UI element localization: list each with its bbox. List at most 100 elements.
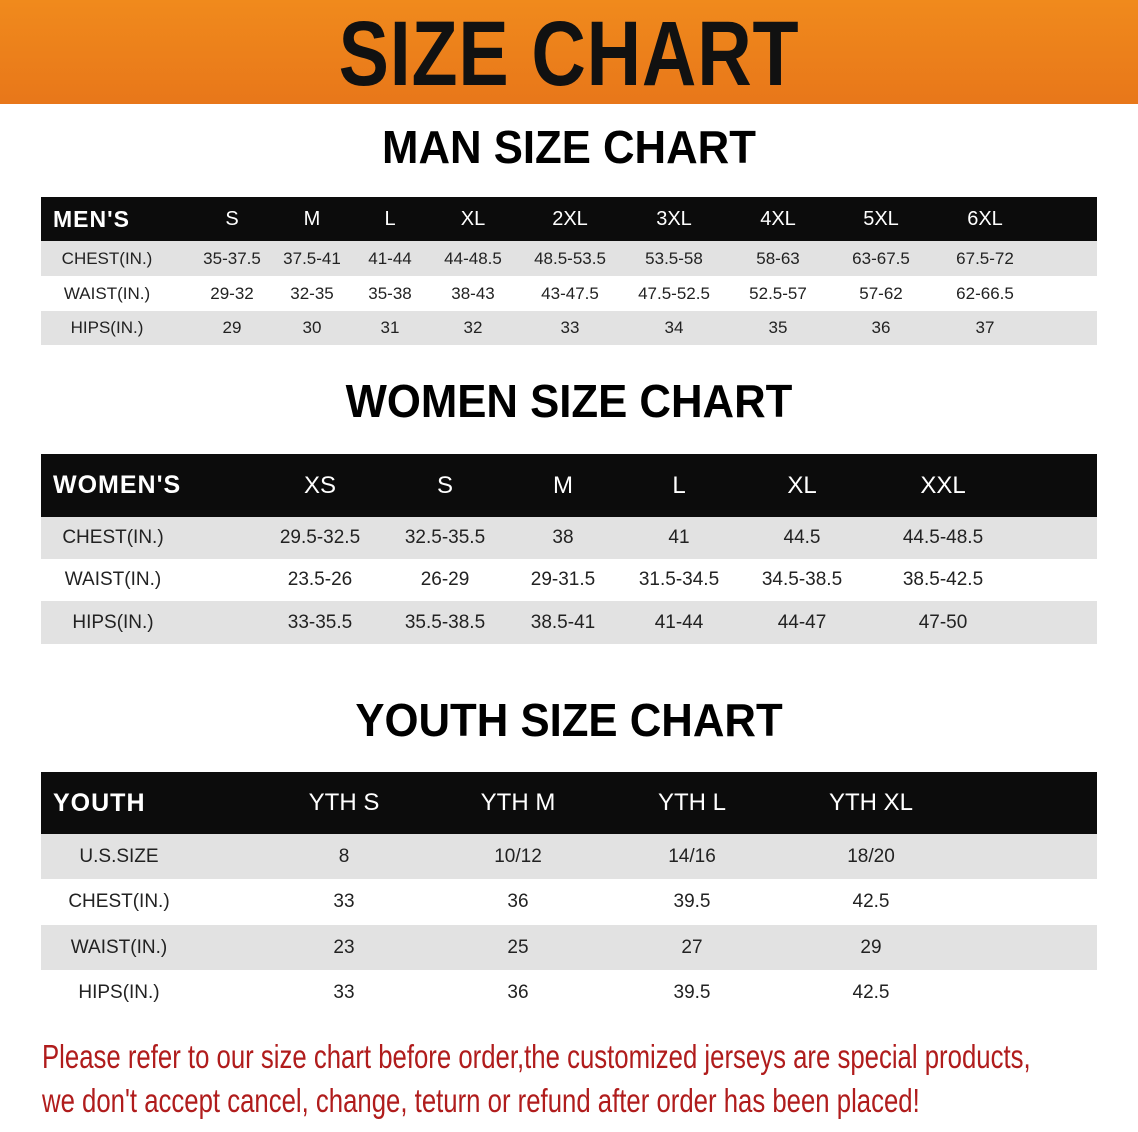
table-row: CHEST(IN.) 33 36 39.5 42.5 bbox=[41, 879, 1097, 925]
table-cell: 33 bbox=[560, 318, 580, 337]
table-cell: 29 bbox=[222, 318, 242, 337]
table-cell: 41 bbox=[668, 527, 690, 548]
table-cell: 63-67.5 bbox=[852, 248, 910, 268]
table-row: WAIST(IN.) 23 25 27 29 bbox=[41, 925, 1097, 970]
table-cell: 44.5-48.5 bbox=[902, 527, 984, 548]
table-cell: 26-29 bbox=[420, 569, 470, 590]
table-cell: 27 bbox=[681, 936, 703, 958]
table-row: WAIST(IN.) 29-32 32-35 35-38 38-43 43-47.5 47.… bbox=[41, 276, 1097, 311]
table-cell: 18/20 bbox=[847, 845, 895, 867]
table-cell: 8 bbox=[338, 845, 350, 867]
table-cell: 37.5-41 bbox=[283, 248, 341, 268]
table-cell: 38.5-42.5 bbox=[902, 569, 984, 590]
table-cell: 29-31.5 bbox=[530, 569, 596, 590]
table-cell: 44-47 bbox=[777, 611, 827, 633]
table-row: HIPS(IN.) 29 30 31 32 33 34 35 36 37 bbox=[41, 311, 1097, 345]
table-cell: 38.5-41 bbox=[530, 611, 596, 633]
size-header-s: S bbox=[436, 471, 454, 499]
size-header-m: M bbox=[553, 471, 573, 499]
table-cell: 39.5 bbox=[673, 981, 711, 1003]
table-cell: 41-44 bbox=[654, 611, 704, 633]
size-header-xl: XL bbox=[460, 207, 486, 230]
table-cell: 14/16 bbox=[668, 845, 716, 867]
women-section-title: WOMEN SIZE CHART bbox=[345, 375, 793, 427]
table-cell: 33-35.5 bbox=[287, 611, 353, 633]
row-label: WAIST(IN.) bbox=[63, 283, 151, 303]
table-cell: 32 bbox=[463, 318, 483, 337]
row-label: HIPS(IN.) bbox=[70, 318, 144, 337]
table-cell: 29 bbox=[860, 936, 882, 958]
table-cell: 48.5-53.5 bbox=[534, 248, 606, 268]
size-header-yth-s: YTH S bbox=[308, 789, 380, 816]
table-cell: 43-47.5 bbox=[541, 283, 599, 303]
table-cell: 38 bbox=[552, 527, 574, 548]
table-cell: 44.5 bbox=[783, 527, 821, 548]
banner-title: SIZE CHART bbox=[338, 3, 800, 105]
row-label: CHEST(IN.) bbox=[62, 527, 164, 548]
table-cell: 32.5-35.5 bbox=[404, 527, 486, 548]
table-cell: 67.5-72 bbox=[956, 248, 1014, 268]
table-cell: 32-35 bbox=[290, 283, 334, 303]
table-cell: 29-32 bbox=[210, 283, 254, 303]
men-section-title: MAN SIZE CHART bbox=[382, 121, 756, 173]
table-cell: 42.5 bbox=[852, 981, 890, 1003]
table-cell: 34 bbox=[664, 318, 684, 337]
table-cell: 42.5 bbox=[852, 891, 890, 912]
row-label: HIPS(IN.) bbox=[72, 611, 154, 633]
table-cell: 37 bbox=[975, 318, 995, 337]
table-cell: 35-37.5 bbox=[203, 248, 261, 268]
row-label: CHEST(IN.) bbox=[68, 891, 170, 912]
row-label: CHEST(IN.) bbox=[61, 248, 153, 268]
row-label: WAIST(IN.) bbox=[64, 569, 162, 590]
table-row: WAIST(IN.) 23.5-26 26-29 29-31.5 31.5-34.5 34… bbox=[41, 559, 1097, 601]
policy-note-line-1: Please refer to our size chart before or… bbox=[42, 1038, 1031, 1075]
table-row: U.S.SIZE 8 10/12 14/16 18/20 bbox=[41, 834, 1097, 879]
table-row: CHEST(IN.) 29.5-32.5 32.5-35.5 38 41 44.5 44.5… bbox=[41, 517, 1097, 559]
row-label: HIPS(IN.) bbox=[78, 981, 160, 1003]
table-cell: 39.5 bbox=[673, 891, 711, 912]
table-cell: 31.5-34.5 bbox=[638, 569, 720, 590]
table-cell: 58-63 bbox=[756, 248, 800, 268]
size-header-xl: XL bbox=[787, 471, 817, 499]
table-cell: 31 bbox=[380, 318, 400, 337]
size-header-xxl: XXL bbox=[920, 471, 966, 499]
table-cell: 10/12 bbox=[494, 845, 542, 867]
table-cell: 29.5-32.5 bbox=[279, 527, 361, 548]
table-row: HIPS(IN.) 33 36 39.5 42.5 bbox=[41, 970, 1097, 1015]
table-cell: 25 bbox=[507, 936, 529, 958]
women-header-label: WOMEN'S bbox=[53, 471, 182, 499]
table-cell: 41-44 bbox=[368, 248, 412, 268]
table-cell: 35-38 bbox=[368, 283, 412, 303]
table-cell: 23 bbox=[333, 936, 355, 958]
banner: SIZE CHART bbox=[0, 0, 1138, 105]
table-cell: 36 bbox=[507, 981, 529, 1003]
table-cell: 36 bbox=[871, 318, 891, 337]
table-cell: 53.5-58 bbox=[645, 248, 703, 268]
size-header-3xl: 3XL bbox=[656, 207, 692, 230]
size-header-6xl: 6XL bbox=[967, 207, 1003, 230]
youth-section-title: YOUTH SIZE CHART bbox=[355, 694, 783, 746]
size-header-yth-m: YTH M bbox=[480, 789, 556, 816]
table-cell: 52.5-57 bbox=[749, 283, 807, 303]
women-header-row: WOMEN'S XS S M L XL XXL bbox=[41, 454, 1097, 517]
table-cell: 35 bbox=[768, 318, 788, 337]
table-cell: 34.5-38.5 bbox=[761, 569, 843, 590]
table-cell: 47-50 bbox=[918, 611, 968, 633]
policy-note-line-2: we don't accept cancel, change, teturn o… bbox=[42, 1082, 920, 1119]
size-header-5xl: 5XL bbox=[863, 207, 899, 230]
table-row: HIPS(IN.) 33-35.5 35.5-38.5 38.5-41 41-44 44-… bbox=[41, 601, 1097, 644]
size-header-2xl: 2XL bbox=[552, 207, 588, 230]
size-header-s: S bbox=[225, 207, 239, 230]
table-cell: 35.5-38.5 bbox=[404, 611, 486, 633]
table-cell: 47.5-52.5 bbox=[638, 283, 710, 303]
youth-header-label: YOUTH bbox=[53, 788, 146, 817]
table-cell: 30 bbox=[302, 318, 322, 337]
size-header-l: L bbox=[384, 207, 396, 230]
table-cell: 23.5-26 bbox=[287, 569, 353, 590]
table-cell: 33 bbox=[333, 891, 355, 912]
table-cell: 44-48.5 bbox=[444, 248, 502, 268]
table-cell: 36 bbox=[507, 891, 529, 912]
size-header-4xl: 4XL bbox=[760, 207, 796, 230]
table-cell: 38-43 bbox=[451, 283, 495, 303]
